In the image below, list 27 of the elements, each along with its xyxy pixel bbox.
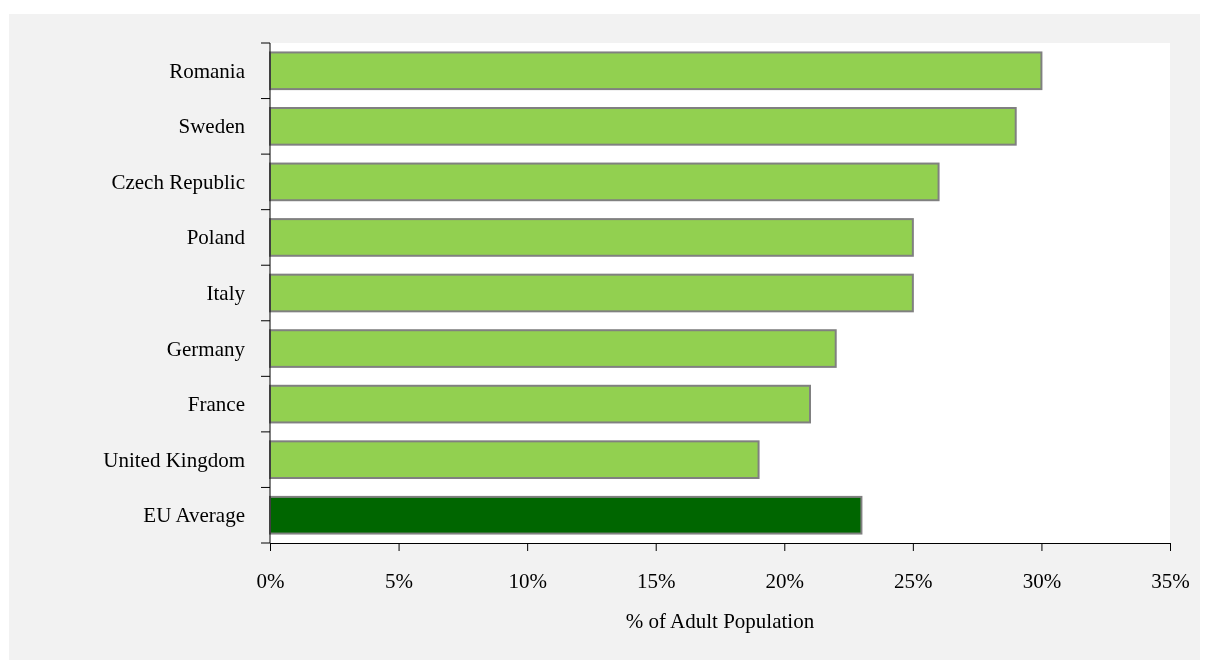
y-tick-label: Poland bbox=[186, 225, 246, 250]
x-tick-label: 10% bbox=[508, 568, 547, 593]
bar bbox=[269, 162, 940, 202]
x-tick-label: 0% bbox=[256, 568, 285, 593]
bar bbox=[269, 440, 760, 479]
x-tick-label: 5% bbox=[385, 568, 414, 593]
y-tick-label: United Kingdom bbox=[103, 447, 245, 472]
x-tick-label: 25% bbox=[894, 568, 933, 593]
bar bbox=[269, 329, 837, 368]
x-tick-label: 35% bbox=[1151, 568, 1190, 593]
x-axis-title: % of Adult Population bbox=[625, 609, 815, 633]
y-tick-label: Italy bbox=[206, 281, 246, 305]
y-tick-label: France bbox=[187, 392, 245, 417]
bar bbox=[269, 218, 914, 257]
y-tick-label: Czech Republic bbox=[111, 169, 245, 194]
x-tick-label: 15% bbox=[636, 568, 676, 593]
bar bbox=[269, 495, 863, 535]
y-tick-label: Germany bbox=[166, 336, 246, 361]
y-tick-label: Romania bbox=[169, 58, 246, 83]
x-tick-label: 30% bbox=[1022, 568, 1062, 593]
bar bbox=[269, 51, 1043, 91]
y-tick-label: Sweden bbox=[178, 114, 246, 139]
bar bbox=[269, 107, 1017, 146]
x-tick-label: 20% bbox=[765, 568, 805, 593]
bar bbox=[269, 384, 811, 424]
y-tick-label: EU Average bbox=[143, 503, 245, 528]
bar bbox=[269, 273, 914, 313]
